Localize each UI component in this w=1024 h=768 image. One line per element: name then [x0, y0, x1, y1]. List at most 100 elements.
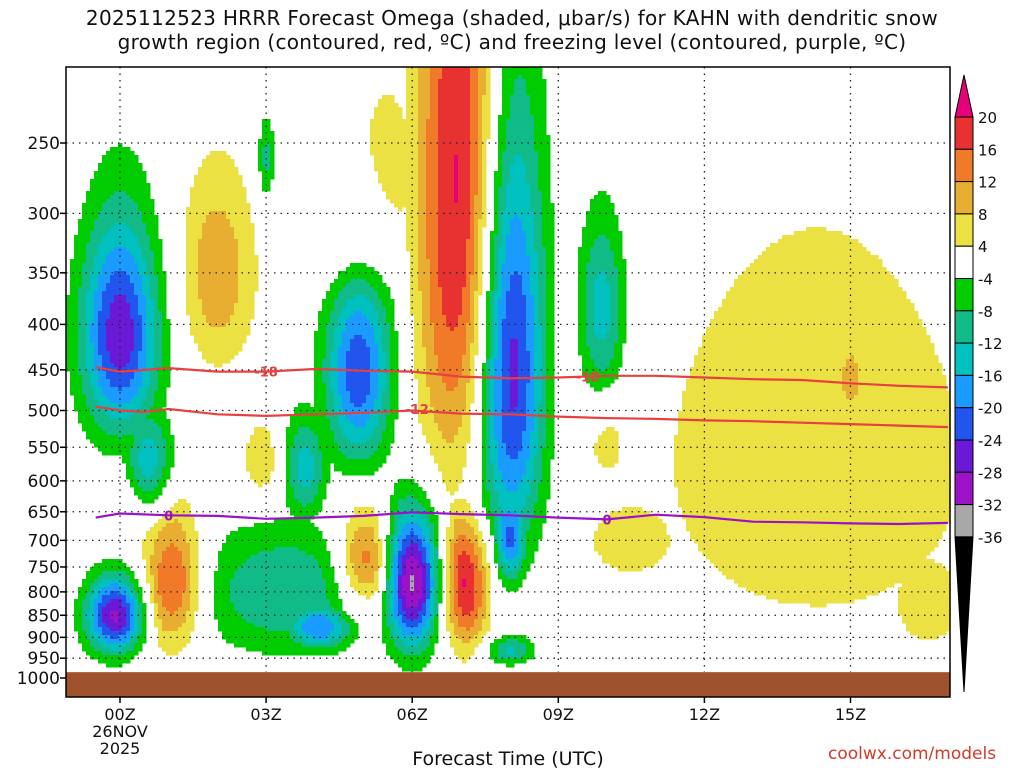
omega-cell: [614, 299, 619, 304]
omega-cell: [102, 287, 107, 292]
omega-cell: [466, 243, 471, 248]
omega-cell: [410, 187, 415, 192]
omega-cell: [354, 279, 359, 284]
omega-cell: [382, 131, 387, 136]
omega-cell: [486, 111, 491, 116]
omega-cell: [426, 227, 431, 232]
omega-cell: [450, 91, 455, 96]
omega-cell: [546, 219, 551, 224]
omega-cell: [542, 183, 547, 188]
omega-cell: [478, 163, 483, 168]
omega-cell: [462, 83, 467, 88]
omega-cell: [354, 311, 359, 316]
omega-cell: [450, 79, 455, 84]
omega-cell: [506, 175, 511, 180]
omega-cell: [218, 223, 223, 228]
omega-cell: [530, 251, 535, 256]
omega-cell: [782, 235, 787, 240]
omega-cell: [506, 107, 511, 112]
omega-cell: [466, 295, 471, 300]
omega-cell: [794, 259, 799, 264]
omega-cell: [826, 283, 831, 288]
omega-cell: [594, 283, 599, 288]
omega-cell: [450, 103, 455, 108]
omega-cell: [438, 227, 443, 232]
omega-cell: [430, 231, 435, 236]
omega-cell: [190, 267, 195, 272]
omega-cell: [206, 159, 211, 164]
omega-cell: [462, 111, 467, 116]
omega-cell: [94, 211, 99, 216]
omega-cell: [70, 279, 75, 284]
omega-cell: [454, 87, 459, 92]
omega-cell: [530, 171, 535, 176]
omega-cell: [202, 275, 207, 280]
omega-cell: [614, 287, 619, 292]
omega-cell: [470, 183, 475, 188]
omega-cell: [102, 163, 107, 168]
omega-cell: [262, 147, 267, 152]
omega-cell: [114, 179, 119, 184]
omega-cell: [838, 235, 843, 240]
omega-cell: [470, 291, 475, 296]
omega-cell: [514, 239, 519, 244]
omega-cell: [86, 239, 91, 244]
omega-cell: [510, 299, 515, 304]
omega-cell: [806, 259, 811, 264]
omega-cell: [110, 251, 115, 256]
omega-cell: [338, 307, 343, 312]
omega-cell: [246, 215, 251, 220]
omega-cell: [614, 239, 619, 244]
omega-cell: [610, 219, 615, 224]
omega-cell: [418, 283, 423, 288]
omega-cell: [222, 159, 227, 164]
omega-cell: [602, 251, 607, 256]
omega-cell: [186, 267, 191, 272]
omega-cell: [438, 199, 443, 204]
omega-cell: [114, 231, 119, 236]
omega-cell: [450, 279, 455, 284]
omega-cell: [858, 275, 863, 280]
omega-cell: [730, 307, 735, 312]
omega-cell: [486, 87, 491, 92]
omega-cell: [546, 135, 551, 140]
omega-cell: [118, 171, 123, 176]
omega-cell: [186, 307, 191, 312]
omega-cell: [498, 151, 503, 156]
omega-cell: [514, 167, 519, 172]
omega-cell: [110, 215, 115, 220]
omega-cell: [338, 279, 343, 284]
omega-cell: [598, 287, 603, 292]
omega-cell: [522, 287, 527, 292]
omega-cell: [602, 311, 607, 316]
omega-cell: [86, 279, 91, 284]
omega-cell: [106, 159, 111, 164]
omega-cell: [366, 267, 371, 272]
omega-cell: [778, 267, 783, 272]
omega-cell: [78, 255, 83, 260]
omega-cell: [426, 207, 431, 212]
omega-cell: [826, 299, 831, 304]
omega-cell: [270, 151, 275, 156]
omega-cell: [142, 299, 147, 304]
omega-cell: [446, 71, 451, 76]
omega-cell: [434, 303, 439, 308]
omega-cell: [194, 307, 199, 312]
omega-cell: [190, 227, 195, 232]
omega-cell: [614, 307, 619, 312]
omega-cell: [742, 307, 747, 312]
omega-cell: [506, 283, 511, 288]
omega-cell: [506, 303, 511, 308]
omega-cell: [426, 99, 431, 104]
omega-cell: [894, 299, 899, 304]
omega-cell: [430, 151, 435, 156]
omega-cell: [522, 187, 527, 192]
omega-cell: [186, 275, 191, 280]
omega-cell: [198, 183, 203, 188]
omega-cell: [466, 147, 471, 152]
omega-cell: [486, 135, 491, 140]
omega-cell: [226, 207, 231, 212]
omega-cell: [238, 199, 243, 204]
omega-cell: [386, 179, 391, 184]
omega-cell: [230, 279, 235, 284]
